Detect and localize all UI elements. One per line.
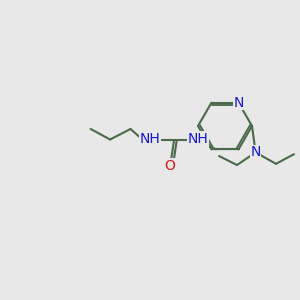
Text: N: N [250, 146, 261, 159]
Text: O: O [164, 159, 175, 173]
Text: NH: NH [140, 132, 160, 146]
Text: NH: NH [188, 132, 208, 146]
Text: N: N [233, 96, 244, 110]
